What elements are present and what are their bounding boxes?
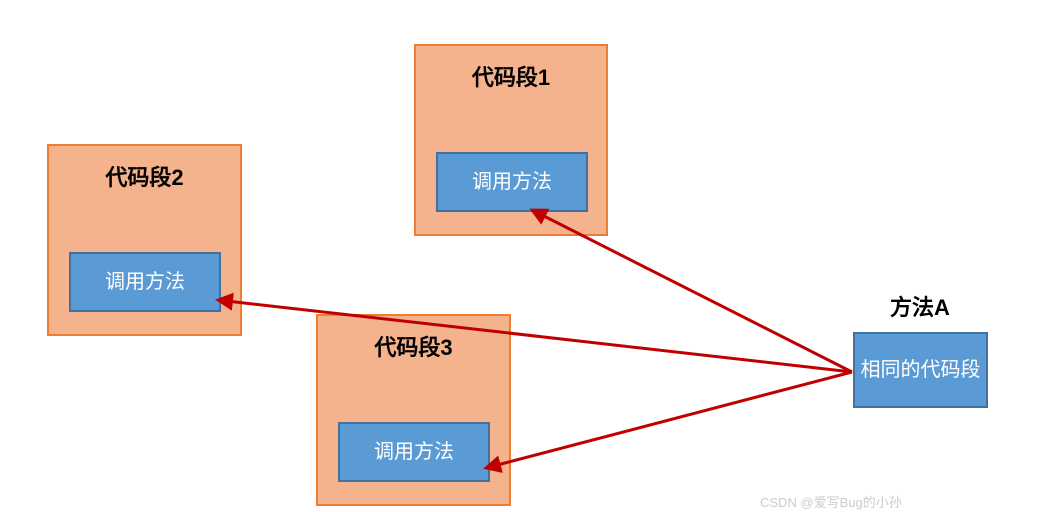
arrow-to-seg2 [218,300,852,372]
arrow-to-seg3 [486,372,852,468]
code-segment-2-call-label: 调用方法 [105,269,185,295]
code-segment-2-call: 调用方法 [69,252,221,312]
code-segment-1-call-label: 调用方法 [472,169,552,195]
code-segment-1: 代码段1 调用方法 [414,44,608,236]
method-a-box-text: 相同的代码段 [861,357,981,383]
code-segment-3-call-label: 调用方法 [374,439,454,465]
method-a-label: 方法A [870,290,970,322]
code-segment-3-title: 代码段3 [318,330,509,362]
code-segment-3: 代码段3 调用方法 [316,314,511,506]
code-segment-1-call: 调用方法 [436,152,588,212]
code-segment-2: 代码段2 调用方法 [47,144,242,336]
code-segment-2-title: 代码段2 [49,160,240,192]
method-a-box: 相同的代码段 [853,332,988,408]
code-segment-1-title: 代码段1 [416,60,606,92]
watermark: CSDN @爱写Bug的小孙 [760,492,902,511]
code-segment-3-call: 调用方法 [338,422,490,482]
